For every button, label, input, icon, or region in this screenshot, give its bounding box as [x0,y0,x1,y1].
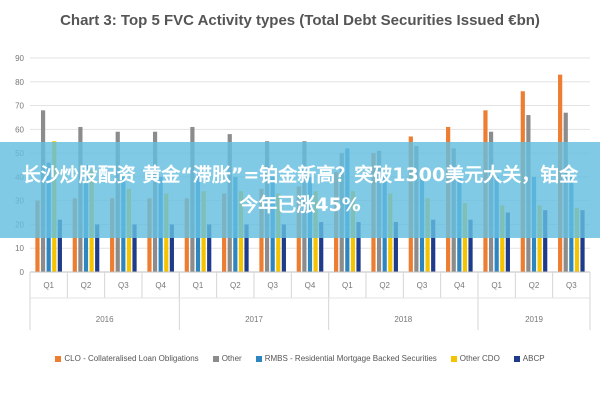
y-tick-label: 70 [15,102,24,111]
legend-swatch [212,355,219,362]
bar [500,205,505,272]
x-tick-label: Q4 [454,281,465,290]
legend-swatch [55,355,62,362]
x-tick-label: Q3 [417,281,428,290]
x-tick-label: Q2 [230,281,241,290]
y-tick-label: 0 [20,268,25,277]
chart-title: Chart 3: Top 5 FVC Activity types (Total… [60,12,540,29]
legend-item: Other [212,354,242,363]
bar [393,222,398,272]
legend: CLO - Collateralised Loan Obligations Oth… [0,354,600,363]
x-tick-label: Q1 [342,281,353,290]
group-label: 2017 [245,315,263,324]
group-label: 2016 [96,315,114,324]
group-label: 2019 [525,315,543,324]
x-tick-label: Q4 [155,281,166,290]
x-tick-label: Q1 [193,281,204,290]
bar [537,205,542,272]
legend-label: ABCP [522,354,545,363]
bar [57,219,62,272]
legend-label: CLO - Collateralised Loan Obligations [64,354,199,363]
bar [505,212,510,272]
bar [281,224,286,272]
x-tick-label: Q3 [267,281,278,290]
legend-swatch [513,355,520,362]
bar [356,222,361,272]
x-tick-label: Q3 [566,281,577,290]
x-tick-label: Q1 [43,281,54,290]
banner-text: 长沙炒股配资 黄金“滞胀”=铂金新高？突破1300美元大关，铂金今年已涨45% [21,164,579,216]
overlay-banner[interactable]: 长沙炒股配资 黄金“滞胀”=铂金新高？突破1300美元大关，铂金今年已涨45% [0,142,600,238]
x-tick-label: Q3 [118,281,129,290]
bar [431,219,436,272]
legend-item: CLO - Collateralised Loan Obligations [55,354,199,363]
x-tick-label: Q2 [529,281,540,290]
y-tick-label: 80 [15,78,24,87]
legend-item: RMBS - Residential Mortgage Backed Secur… [255,354,437,363]
legend-swatch [450,355,457,362]
y-tick-label: 60 [15,125,24,134]
x-tick-label: Q1 [491,281,502,290]
bar [468,219,473,272]
bar [580,210,585,272]
legend-label: Other CDO [459,354,500,363]
bar [543,210,548,272]
group-label: 2018 [394,315,412,324]
bar [207,224,212,272]
bar [132,224,137,272]
bar [574,207,580,272]
y-tick-label: 10 [15,244,24,253]
bar [95,224,100,272]
legend-item: ABCP [513,354,545,363]
legend-label: RMBS - Residential Mortgage Backed Secur… [264,354,437,363]
y-tick-label: 90 [15,54,24,63]
x-tick-label: Q2 [379,281,390,290]
legend-label: Other [221,354,242,363]
bar [319,222,324,272]
x-tick-label: Q4 [305,281,316,290]
x-tick-label: Q2 [81,281,92,290]
bar [244,224,249,272]
bar [169,224,174,272]
legend-item: Other CDO [450,354,500,363]
legend-swatch [255,355,262,362]
